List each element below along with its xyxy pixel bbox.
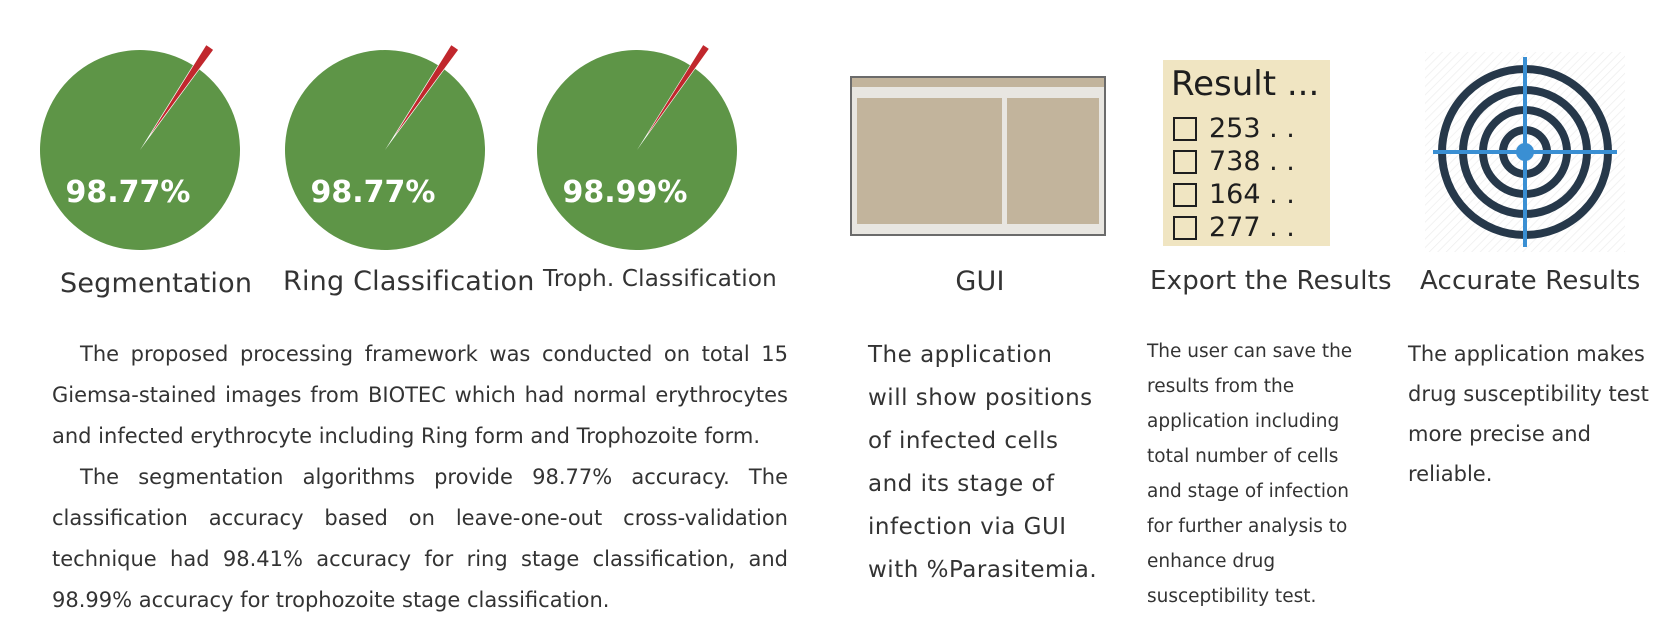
- pie-chart-segmentation: 98.77%: [25, 40, 255, 250]
- pie-slice-main: [39, 49, 240, 250]
- description-para-2: The segmentation algorithms provide 98.7…: [52, 465, 788, 612]
- pie-percent-label: 98.77%: [311, 175, 436, 210]
- export-description: The user can save the results from the a…: [1147, 341, 1353, 607]
- pie-slice-minor: [150, 45, 214, 136]
- gui-description: The application will show positions of i…: [868, 342, 1098, 583]
- result-note-icon: Result ... 253 . . 738 . . 164 . . 277 .…: [1163, 60, 1330, 246]
- note-item: 253 . .: [1173, 112, 1295, 145]
- checkbox-icon: [1173, 116, 1197, 141]
- pie-svg-2: 98.99%: [536, 45, 737, 250]
- note-title: Result ...: [1171, 64, 1320, 104]
- pie-slice-minor: [647, 45, 709, 136]
- gui-window-icon: [850, 76, 1106, 240]
- note-list: 253 . . 738 . . 164 . . 277 . .: [1173, 112, 1295, 244]
- checkbox-icon: [1173, 149, 1197, 174]
- caption-troph: Troph. Classification: [543, 266, 777, 292]
- pie-chart-ring: 98.77%: [270, 40, 500, 250]
- caption-ring: Ring Classification: [283, 266, 535, 297]
- description-text: The proposed processing framework was co…: [52, 334, 788, 621]
- pie-slice-main: [536, 49, 737, 250]
- caption-accurate: Accurate Results: [1420, 266, 1641, 296]
- pie-svg-0: 98.77%: [39, 45, 240, 250]
- description-para-1: The proposed processing framework was co…: [52, 342, 788, 448]
- note-item: 738 . .: [1173, 145, 1295, 178]
- checkbox-icon: [1173, 182, 1197, 207]
- pie-slice-minor: [395, 45, 459, 136]
- note-item: 277 . .: [1173, 211, 1295, 244]
- target-icon: [1425, 52, 1625, 256]
- pie-percent-label: 98.99%: [563, 175, 688, 210]
- pie-slice-main: [285, 49, 485, 250]
- pie-svg-1: 98.77%: [285, 45, 485, 250]
- note-item: 164 . .: [1173, 178, 1295, 211]
- caption-export: Export the Results: [1150, 266, 1392, 296]
- caption-gui: GUI: [955, 266, 1005, 297]
- checkbox-icon: [1173, 215, 1197, 240]
- pie-percent-label: 98.77%: [66, 175, 191, 210]
- pie-chart-troph: 98.99%: [522, 40, 752, 250]
- caption-segmentation: Segmentation: [60, 268, 253, 299]
- accurate-description: The application makes drug susceptibilit…: [1408, 342, 1649, 486]
